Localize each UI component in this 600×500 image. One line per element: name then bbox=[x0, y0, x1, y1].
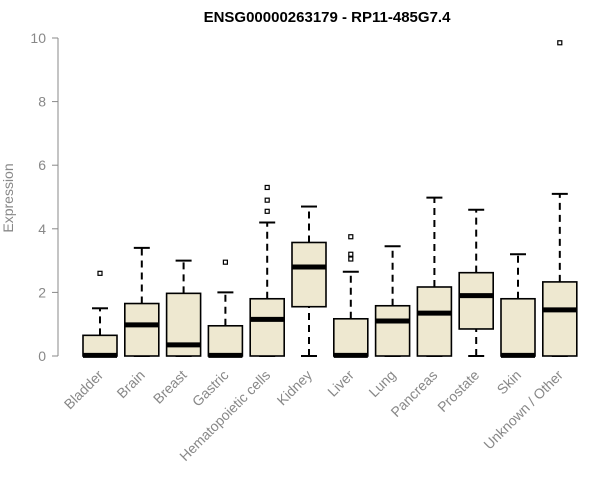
y-axis-label: Expression bbox=[0, 163, 16, 232]
outlier-point bbox=[222, 259, 228, 265]
x-tick-label: Kidney bbox=[274, 367, 316, 409]
box-body bbox=[291, 241, 327, 308]
box-body bbox=[500, 297, 536, 357]
outlier-point bbox=[348, 256, 354, 262]
box-gastric bbox=[207, 259, 244, 358]
box-body bbox=[332, 317, 369, 357]
box-body bbox=[207, 324, 244, 357]
y-tick-label: 2 bbox=[38, 284, 46, 300]
box-brain bbox=[124, 246, 160, 357]
x-tick-label: Bladder bbox=[61, 367, 107, 413]
x-tick-label: Liver bbox=[324, 367, 357, 400]
y-tick-label: 6 bbox=[38, 157, 46, 173]
box-body bbox=[458, 271, 495, 330]
box-body bbox=[541, 281, 578, 357]
box-hematopoietic-cells bbox=[249, 184, 285, 357]
box-body bbox=[374, 304, 411, 357]
x-tick-label: Brain bbox=[113, 367, 147, 401]
box-kidney bbox=[291, 205, 327, 357]
x-tick-label: Breast bbox=[150, 367, 190, 407]
outlier-point bbox=[348, 234, 354, 240]
outlier-point bbox=[348, 251, 354, 257]
outlier-point bbox=[97, 270, 103, 276]
box-skin bbox=[500, 253, 536, 358]
box-breast bbox=[165, 259, 202, 357]
box-prostate bbox=[458, 208, 495, 357]
x-tick-label: Prostate bbox=[434, 367, 482, 415]
y-tick-label: 4 bbox=[38, 221, 46, 237]
y-tick-label: 8 bbox=[38, 94, 46, 110]
box-lung bbox=[374, 245, 411, 357]
x-tick-label: Unknown / Other bbox=[480, 367, 566, 453]
box-body bbox=[416, 286, 453, 357]
outlier-point bbox=[264, 184, 270, 191]
chart-title: ENSG00000263179 - RP11-485G7.4 bbox=[204, 9, 451, 26]
box-body bbox=[249, 297, 285, 357]
box-pancreas bbox=[416, 196, 453, 357]
box-bladder bbox=[82, 270, 118, 358]
box-unknown-other bbox=[541, 40, 578, 357]
box-liver bbox=[332, 234, 369, 358]
outlier-point bbox=[557, 40, 563, 46]
box-body bbox=[124, 302, 160, 357]
x-tick-label: Lung bbox=[365, 367, 398, 400]
y-axis: 0 2 4 6 8 10 bbox=[30, 30, 59, 364]
outlier-point bbox=[264, 208, 270, 214]
boxes-group bbox=[82, 40, 578, 358]
x-tick-label: Skin bbox=[494, 367, 525, 398]
y-tick-label: 10 bbox=[30, 30, 46, 46]
y-tick-label: 0 bbox=[38, 348, 46, 364]
outlier-point bbox=[264, 197, 270, 203]
